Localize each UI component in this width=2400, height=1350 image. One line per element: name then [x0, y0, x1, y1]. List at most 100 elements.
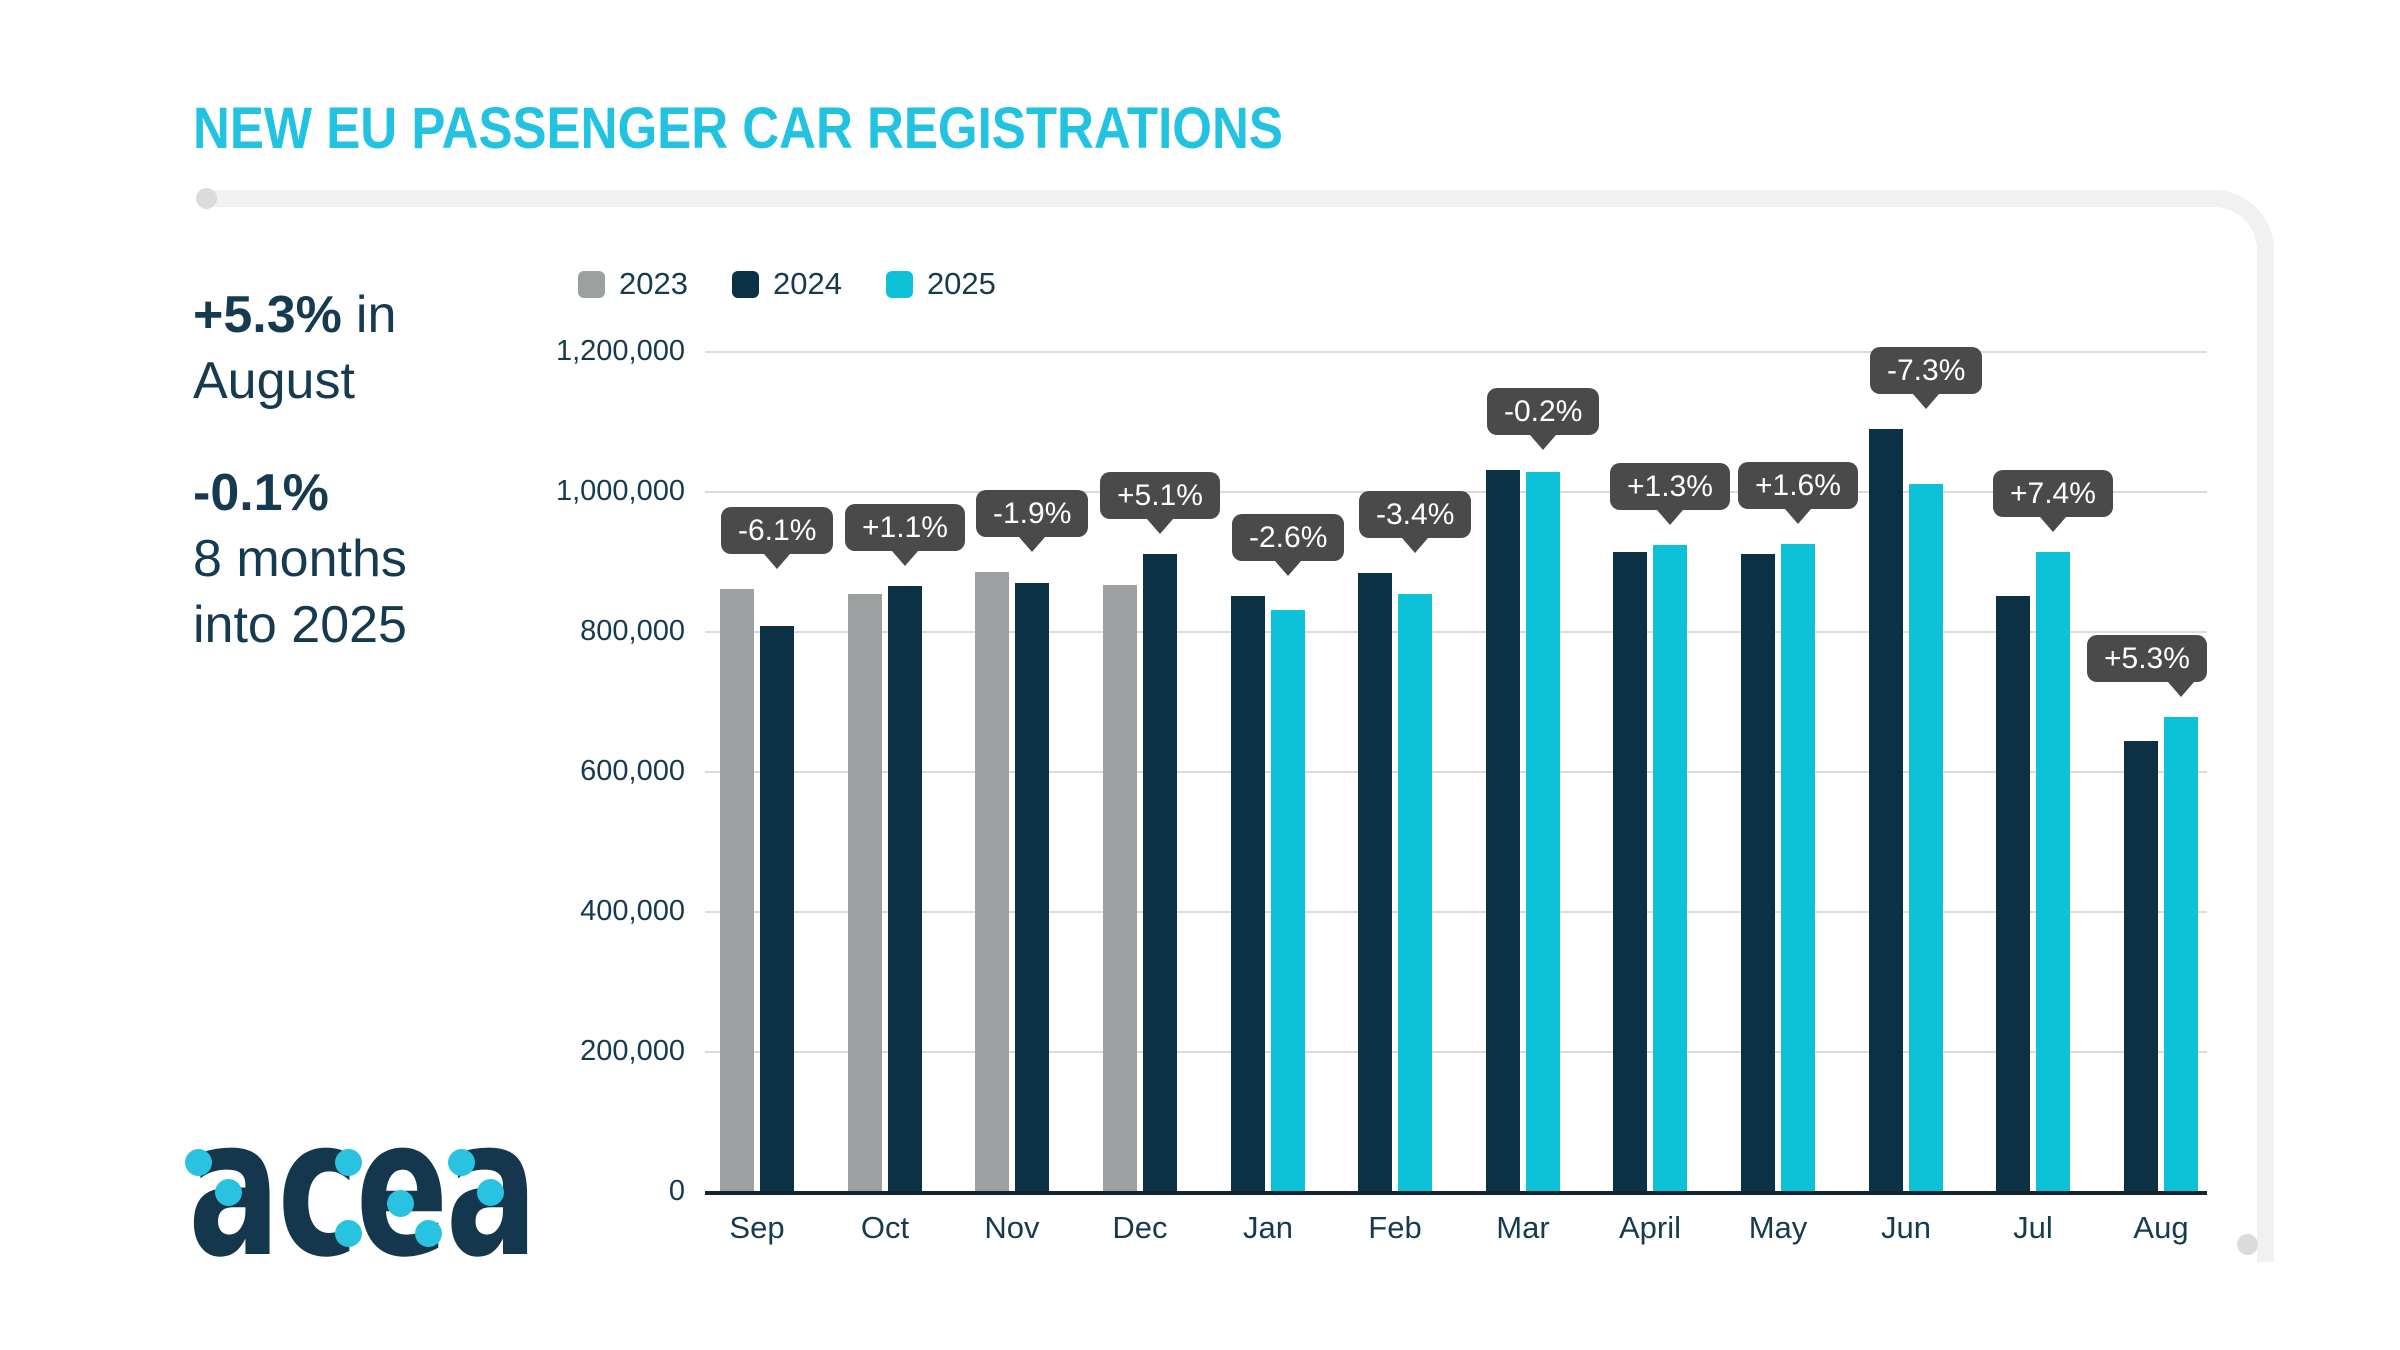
stat-august-line2: August: [193, 352, 355, 410]
change-tooltip-nov: -1.9%: [976, 490, 1089, 537]
change-tooltip-arrow: [1402, 538, 1428, 553]
y-axis-tick-label: 1,200,000: [555, 335, 685, 367]
bar-feb-2025: [1398, 594, 1432, 1192]
change-tooltip-arrow: [764, 554, 790, 569]
change-tooltip-oct: +1.1%: [845, 504, 965, 551]
bar-oct-2023: [848, 594, 882, 1193]
acea-logo: acea: [185, 1094, 553, 1284]
change-tooltip-arrow: [2040, 517, 2066, 532]
logo-dot: [387, 1190, 414, 1217]
change-tooltip-mar: -0.2%: [1487, 388, 1600, 435]
change-tooltip-jan: -2.6%: [1232, 514, 1345, 561]
legend-swatch-2025: [885, 270, 913, 298]
bar-mar-2024: [1486, 470, 1520, 1192]
change-tooltip-arrow: [892, 551, 918, 566]
change-tooltip-may: +1.6%: [1738, 462, 1858, 509]
bar-feb-2024: [1358, 573, 1392, 1192]
frame-start-dot: [196, 188, 217, 209]
bar-april-2025: [1653, 545, 1687, 1193]
y-axis-tick-label: 1,000,000: [555, 475, 685, 507]
change-tooltip-feb: -3.4%: [1359, 491, 1472, 538]
x-axis-label-jan: Jan: [1243, 1210, 1293, 1245]
bar-dec-2024: [1143, 554, 1177, 1192]
change-tooltip-arrow: [2168, 682, 2194, 697]
logo-dot: [335, 1149, 362, 1176]
y-axis-tick-label: 0: [668, 1175, 685, 1207]
bar-jul-2024: [1996, 596, 2030, 1192]
change-tooltip-arrow: [1785, 509, 1811, 524]
y-axis-tick-label: 800,000: [580, 615, 685, 647]
logo-dot: [415, 1220, 442, 1247]
bar-jun-2024: [1869, 429, 1903, 1192]
frame-end-dot: [2237, 1234, 2258, 1255]
legend-item-2023: 2023: [578, 266, 688, 302]
gridline: [705, 771, 2207, 773]
bar-jul-2025: [2036, 552, 2070, 1193]
stat-ytd-line3: into 2025: [193, 596, 407, 654]
x-axis-label-jul: Jul: [2013, 1210, 2053, 1245]
y-axis-tick-label: 400,000: [580, 895, 685, 927]
bar-nov-2024: [1015, 583, 1049, 1192]
bar-sep-2023: [720, 589, 754, 1192]
y-axis-tick-label: 600,000: [580, 755, 685, 787]
x-axis-line: [705, 1191, 2207, 1195]
bar-jan-2025: [1271, 610, 1305, 1192]
change-tooltip-sep: -6.1%: [721, 507, 834, 554]
gridline: [705, 351, 2207, 353]
logo-dot: [448, 1149, 475, 1176]
x-axis-label-mar: Mar: [1496, 1210, 1550, 1245]
legend-label-2024: 2024: [772, 266, 842, 301]
change-tooltip-dec: +5.1%: [1100, 472, 1220, 519]
gridline: [705, 631, 2207, 633]
change-tooltip-arrow: [1147, 519, 1173, 534]
stat-ytd-line2: 8 months: [193, 530, 407, 588]
stat-august-value: +5.3%: [193, 286, 342, 344]
x-axis-label-feb: Feb: [1368, 1210, 1422, 1245]
legend-label-2025: 2025: [926, 266, 996, 301]
stat-august-line1: +5.3% in: [193, 282, 407, 348]
change-tooltip-arrow: [1275, 561, 1301, 576]
change-tooltip-jun: -7.3%: [1870, 347, 1983, 394]
gridline: [705, 1051, 2207, 1053]
page-title: NEW EU PASSENGER CAR REGISTRATIONS: [193, 96, 1283, 161]
legend-item-2025: 2025: [885, 266, 996, 302]
change-tooltip-arrow: [1530, 435, 1556, 450]
y-axis-tick-label: 200,000: [580, 1035, 685, 1067]
change-tooltip-arrow: [1657, 510, 1683, 525]
bar-april-2024: [1613, 552, 1647, 1192]
stat-august-suffix: in: [355, 286, 397, 344]
bar-oct-2024: [888, 586, 922, 1192]
legend-label-2023: 2023: [619, 266, 688, 301]
change-tooltip-arrow: [1913, 394, 1939, 409]
logo-dot: [335, 1220, 362, 1247]
bar-jun-2025: [1909, 484, 1943, 1192]
change-tooltip-april: +1.3%: [1610, 463, 1730, 510]
bar-may-2025: [1781, 544, 1815, 1192]
legend-swatch-2023: [578, 270, 605, 298]
x-axis-label-sep: Sep: [729, 1210, 785, 1245]
bar-jan-2024: [1231, 596, 1265, 1192]
x-axis-label-oct: Oct: [860, 1210, 910, 1245]
logo-dot: [215, 1179, 242, 1206]
logo-dot: [185, 1149, 212, 1176]
bar-may-2024: [1741, 554, 1775, 1192]
bar-chart: 1,200,000 1,000,000 800,000 600,000 400,000 2…: [556, 335, 2207, 1245]
chart-legend: 2023 2024 2025: [578, 266, 996, 302]
x-axis-label-dec: Dec: [1112, 1210, 1168, 1245]
x-axis-label-april: April: [1618, 1210, 1681, 1245]
logo-dot: [477, 1179, 504, 1206]
change-tooltip-jul: +7.4%: [1993, 470, 2113, 517]
x-axis-label-nov: Nov: [984, 1210, 1040, 1245]
change-tooltip-aug: +5.3%: [2087, 635, 2207, 682]
x-axis-label-may: May: [1748, 1210, 1808, 1245]
bar-mar-2025: [1526, 472, 1560, 1192]
x-axis-label-jun: Jun: [1881, 1210, 1931, 1245]
bar-aug-2024: [2124, 741, 2158, 1192]
bar-nov-2023: [975, 572, 1009, 1192]
legend-swatch-2024: [731, 270, 759, 298]
key-stats: +5.3% in August -0.1% 8 months into 2025: [193, 282, 407, 658]
legend-item-2024: 2024: [731, 266, 842, 302]
bar-aug-2025: [2164, 717, 2198, 1192]
stat-ytd-value: -0.1%: [193, 464, 329, 522]
